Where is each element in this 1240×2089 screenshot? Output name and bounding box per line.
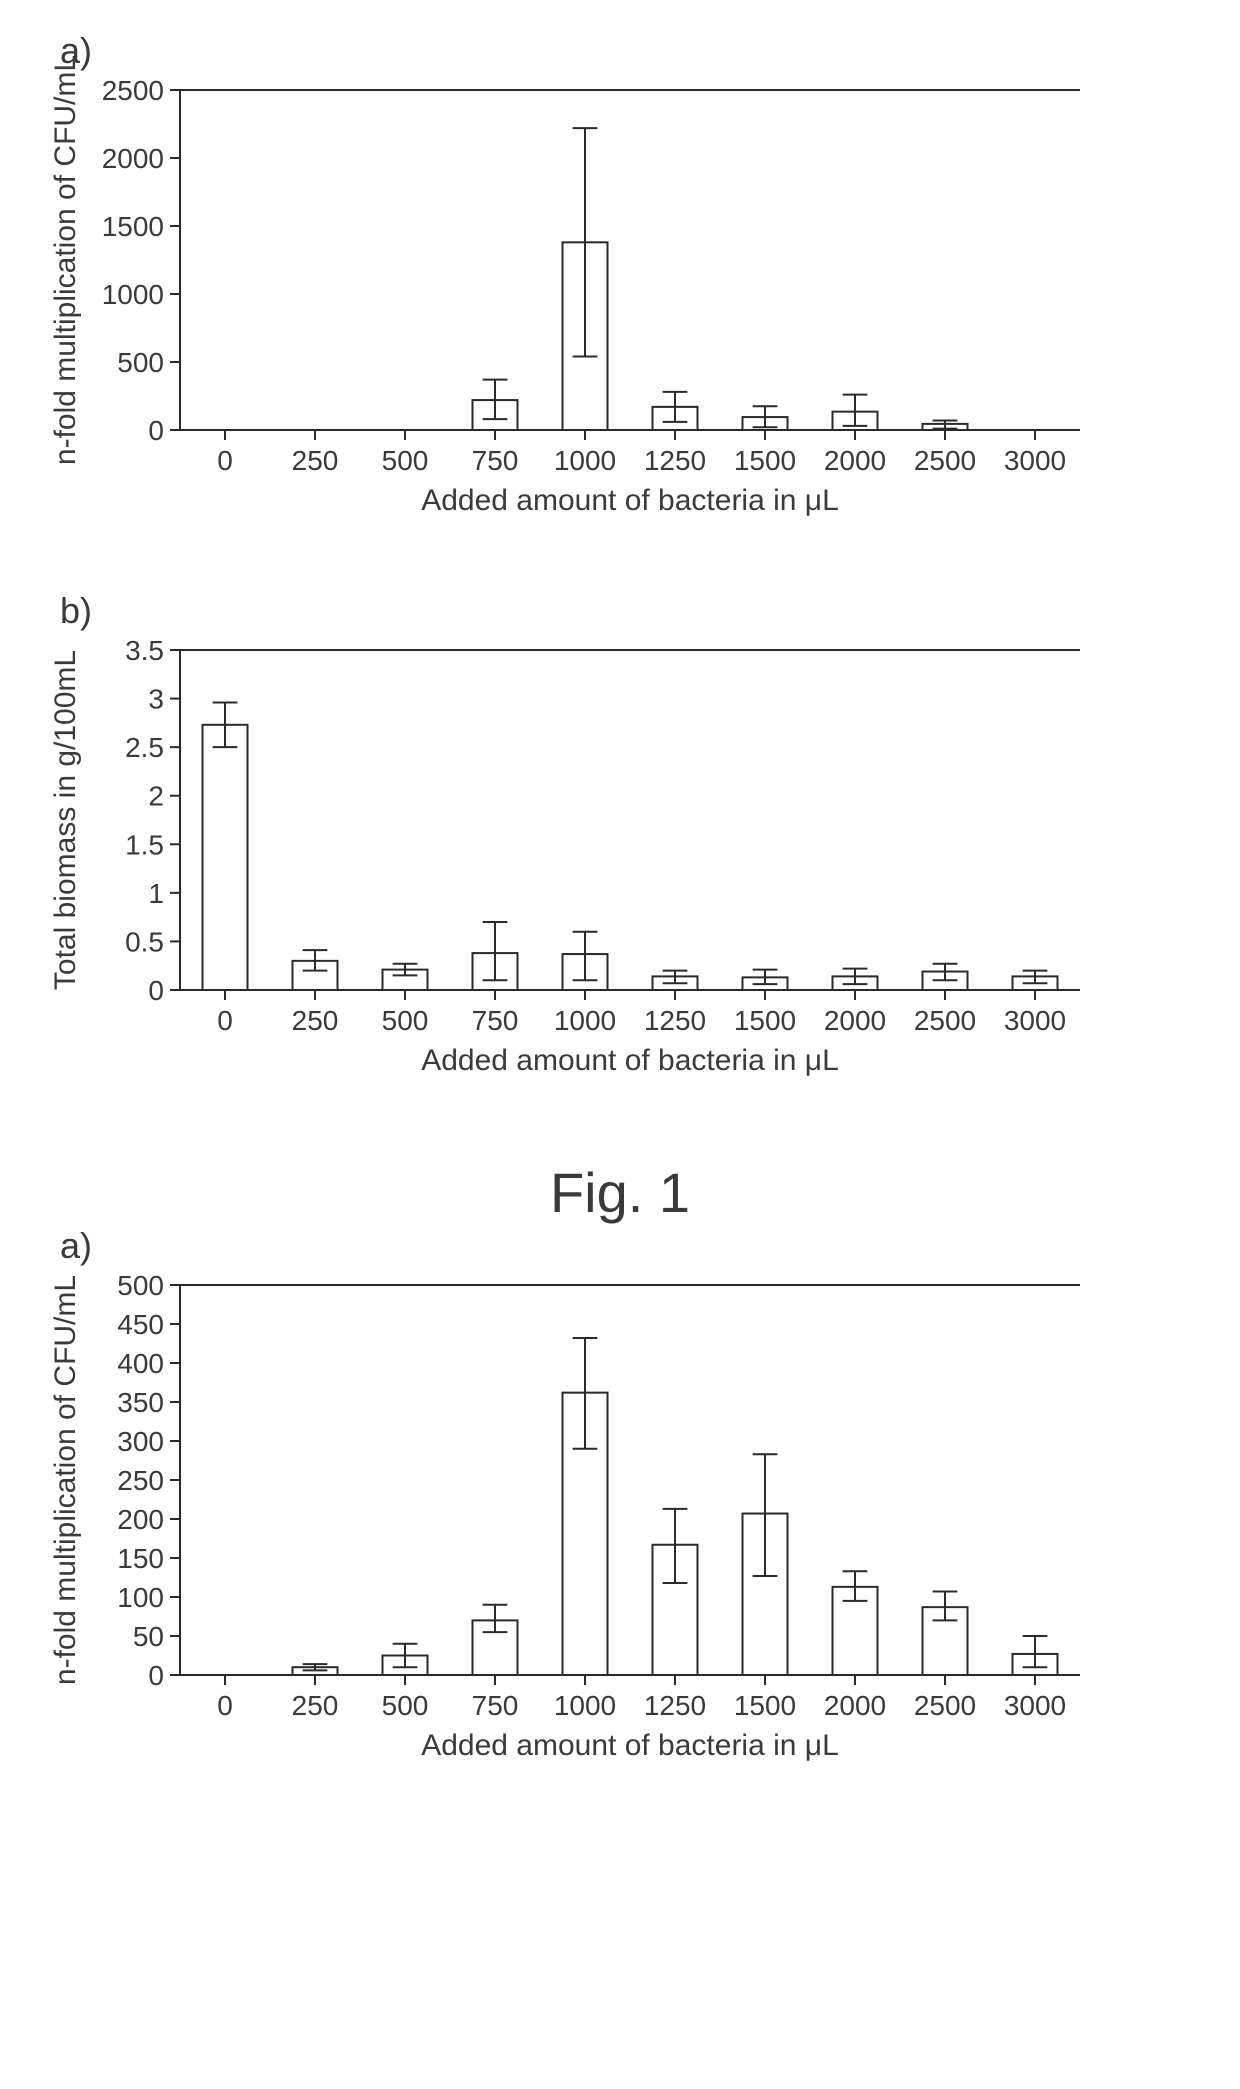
x-tick-label: 1500 [734,1690,796,1721]
x-tick-label: 500 [382,1690,429,1721]
y-tick-label: 3.5 [125,635,164,666]
y-tick-label: 1000 [102,279,164,310]
y-tick-label: 50 [133,1621,164,1652]
y-tick-label: 300 [117,1426,164,1457]
y-tick-label: 1 [148,878,164,909]
x-tick-label: 1000 [554,1005,616,1036]
chart-a-panel-label: a) [60,30,92,72]
x-axis-label: Added amount of bacteria in μL [421,484,839,517]
x-tick-label: 500 [382,445,429,476]
chart-c-svg: 0 50 100 150 200 250 300 350 400 450 500 0 250 500 750… [20,1235,1120,1795]
x-tick-label: 250 [292,445,339,476]
x-tick-label: 0 [217,445,233,476]
y-tick-label: 2500 [102,75,164,106]
y-tick-label: 150 [117,1543,164,1574]
x-tick-label: 750 [472,1005,519,1036]
x-tick-label: 3000 [1004,445,1066,476]
chart-c-panel-label: a) [60,1225,92,1267]
x-tick-label: 2500 [914,1005,976,1036]
y-tick-label: 0 [148,1660,164,1691]
x-tick-label: 2000 [824,1005,886,1036]
x-tick-label: 2000 [824,1690,886,1721]
x-tick-label: 2500 [914,445,976,476]
y-tick-label: 250 [117,1465,164,1496]
x-tick-label: 1250 [644,1690,706,1721]
x-tick-label: 500 [382,1005,429,1036]
figure-caption: Fig. 1 [20,1160,1220,1225]
x-tick-label: 2000 [824,445,886,476]
x-tick-label: 250 [292,1690,339,1721]
chart-a-container: a) 0500100015002000250002505007501000125… [20,40,1220,540]
bar [203,725,248,990]
y-tick-label: 3 [148,684,164,715]
y-tick-label: 1.5 [125,829,164,860]
chart-a-svg: 0 500 1000 1500 2000 2500 0 250 500 750 1000 1250 15… [20,40,1120,540]
x-tick-label: 1000 [554,445,616,476]
y-tick-label: 200 [117,1504,164,1535]
x-tick-label: 250 [292,1005,339,1036]
y-tick-label: 450 [117,1309,164,1340]
x-tick-label: 1250 [644,1005,706,1036]
x-tick-label: 3000 [1004,1690,1066,1721]
y-tick-label: 1500 [102,211,164,242]
y-tick-label: 0 [148,415,164,446]
y-axis-label: n-fold multiplication of CFU/mL [49,1275,82,1685]
y-tick-label: 0.5 [125,926,164,957]
y-tick-label: 400 [117,1348,164,1379]
x-tick-label: 0 [217,1005,233,1036]
y-tick-label: 2.5 [125,732,164,763]
chart-c-container: a) 0501001502002503003504004505000250500… [20,1235,1220,1795]
x-tick-label: 1000 [554,1690,616,1721]
x-tick-label: 750 [472,1690,519,1721]
x-axis-label: Added amount of bacteria in μL [421,1729,839,1762]
y-tick-label: 500 [117,1270,164,1301]
x-tick-label: 1500 [734,445,796,476]
y-axis-label: Total biomass in g/100mL [49,650,82,990]
y-tick-label: 350 [117,1387,164,1418]
x-tick-label: 3000 [1004,1005,1066,1036]
x-axis-label: Added amount of bacteria in μL [421,1044,839,1077]
x-tick-label: 1250 [644,445,706,476]
x-tick-label: 2500 [914,1690,976,1721]
x-tick-label: 1500 [734,1005,796,1036]
x-tick-label: 750 [472,445,519,476]
x-tick-label: 0 [217,1690,233,1721]
y-tick-label: 0 [148,975,164,1006]
y-tick-label: 100 [117,1582,164,1613]
y-tick-label: 500 [117,347,164,378]
y-tick-label: 2 [148,781,164,812]
chart-b-container: b) 00.511.522.533.5025050075010001250150… [20,600,1220,1100]
chart-b-panel-label: b) [60,590,92,632]
y-axis-label: n-fold multiplication of CFU/mL [49,55,82,465]
chart-b-svg: 0 0.5 1 1.5 2 2.5 3 3.5 0 250 500 750 1000 1250 1500 20… [20,600,1120,1100]
y-tick-label: 2000 [102,143,164,174]
